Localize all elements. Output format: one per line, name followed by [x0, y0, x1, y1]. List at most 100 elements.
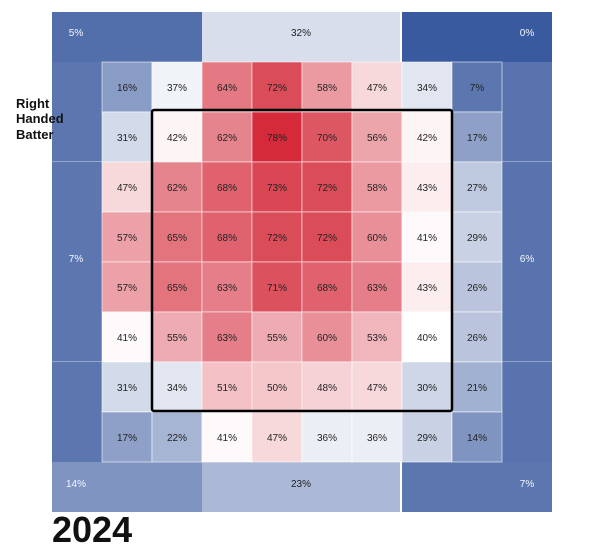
- heatmap-cell: [151, 211, 203, 263]
- heatmap-cell: [251, 411, 303, 463]
- heatmap-cell: [401, 411, 453, 463]
- heatmap-cell: [151, 311, 203, 363]
- heatmap-cell: [251, 261, 303, 313]
- outer-region-label: 7%: [69, 254, 84, 265]
- cell-value-label: 16%: [117, 83, 137, 94]
- grid-cells: [101, 61, 503, 463]
- cell-value-label: 55%: [167, 333, 187, 344]
- heatmap-cell: [101, 161, 153, 213]
- heatmap-cell: [351, 111, 403, 163]
- cell-value-label: 68%: [217, 183, 237, 194]
- year-label: 2024: [52, 509, 133, 550]
- cell-value-label: 53%: [367, 333, 387, 344]
- cell-value-label: 63%: [367, 283, 387, 294]
- cell-value-label: 65%: [167, 233, 187, 244]
- outer-region-right-part: [502, 162, 552, 362]
- cell-value-label: 47%: [367, 383, 387, 394]
- cell-value-label: 26%: [467, 333, 487, 344]
- outer-region-label: 14%: [66, 479, 86, 490]
- cell-value-label: 42%: [417, 133, 437, 144]
- cell-value-label: 36%: [317, 433, 337, 444]
- heatmap-cell: [401, 361, 453, 413]
- cell-value-label: 47%: [267, 433, 287, 444]
- cell-value-label: 60%: [367, 233, 387, 244]
- cell-value-label: 41%: [117, 333, 137, 344]
- cell-value-label: 56%: [367, 133, 387, 144]
- cell-value-label: 27%: [467, 183, 487, 194]
- cell-value-label: 40%: [417, 333, 437, 344]
- heatmap-cell: [351, 61, 403, 113]
- outer-region-top: [202, 12, 400, 62]
- cell-value-label: 72%: [317, 233, 337, 244]
- outer-region-label: 7%: [520, 479, 535, 490]
- heatmap-cell: [101, 211, 153, 263]
- heatmap-cell: [151, 361, 203, 413]
- cell-value-label: 37%: [167, 83, 187, 94]
- outer-region-label: 32%: [291, 28, 311, 39]
- outer-region-label: 23%: [291, 479, 311, 490]
- cell-value-label: 72%: [267, 233, 287, 244]
- heatmap-cell: [251, 111, 303, 163]
- heatmap-cell: [301, 361, 353, 413]
- cell-value-label: 47%: [117, 183, 137, 194]
- cell-value-label: 63%: [217, 333, 237, 344]
- heatmap-cell: [451, 411, 503, 463]
- cell-value-label: 30%: [417, 383, 437, 394]
- cell-value-label: 22%: [167, 433, 187, 444]
- cell-value-label: 34%: [167, 383, 187, 394]
- cell-value-label: 72%: [317, 183, 337, 194]
- cell-value-label: 17%: [467, 133, 487, 144]
- cell-value-label: 36%: [367, 433, 387, 444]
- cell-value-label: 43%: [417, 283, 437, 294]
- cell-value-label: 65%: [167, 283, 187, 294]
- outer-region-bottom-left: [52, 462, 202, 512]
- heatmap-cell: [451, 61, 503, 113]
- cell-value-label: 62%: [167, 183, 187, 194]
- cell-value-label: 29%: [417, 433, 437, 444]
- heatmap-cell: [351, 361, 403, 413]
- cell-value-label: 62%: [217, 133, 237, 144]
- cell-value-label: 72%: [267, 83, 287, 94]
- cell-value-label: 26%: [467, 283, 487, 294]
- cell-value-label: 64%: [217, 83, 237, 94]
- outer-region-bottom-right: [402, 462, 552, 512]
- outer-regions: [52, 12, 552, 512]
- heatmap-cell: [101, 411, 153, 463]
- heatmap-cell: [251, 211, 303, 263]
- cell-value-label: 47%: [367, 83, 387, 94]
- cell-value-label: 50%: [267, 383, 287, 394]
- heatmap-cell: [151, 411, 203, 463]
- cell-value-label: 41%: [417, 233, 437, 244]
- heatmap-cell: [451, 211, 503, 263]
- cell-value-label: 58%: [317, 83, 337, 94]
- cell-value-label: 58%: [367, 183, 387, 194]
- cell-value-label: 31%: [117, 133, 137, 144]
- cell-value-label: 48%: [317, 383, 337, 394]
- cell-value-label: 73%: [267, 183, 287, 194]
- value-labels: 16% 37% 64% 72% 58% 47% 34% 7% 31% 42% 62% 78% 70% 56…: [66, 28, 534, 490]
- cell-value-label: 70%: [317, 133, 337, 144]
- heatmap-cell: [201, 361, 253, 413]
- cell-value-label: 71%: [267, 283, 287, 294]
- outer-region-label: 5%: [69, 28, 84, 39]
- batter-side-label: Right Handed Batter: [16, 96, 64, 142]
- frame-divider: [502, 161, 552, 162]
- heatmap-cell: [401, 311, 453, 363]
- heatmap-cell: [201, 261, 253, 313]
- cell-value-label: 63%: [217, 283, 237, 294]
- outer-region-label: 6%: [520, 254, 535, 265]
- heatmap-cell: [301, 311, 353, 363]
- cell-value-label: 78%: [267, 133, 287, 144]
- cell-value-label: 7%: [470, 83, 485, 94]
- cell-value-label: 34%: [417, 83, 437, 94]
- heatmap-cell: [201, 311, 253, 363]
- heatmap-cell: [451, 361, 503, 413]
- frame-divider: [502, 361, 552, 362]
- cell-value-label: 68%: [317, 283, 337, 294]
- heatmap-cell: [401, 211, 453, 263]
- outer-region-bottom: [202, 462, 400, 512]
- cell-value-label: 60%: [317, 333, 337, 344]
- heatmap-cell: [351, 161, 403, 213]
- outer-region-left-part: [52, 162, 102, 362]
